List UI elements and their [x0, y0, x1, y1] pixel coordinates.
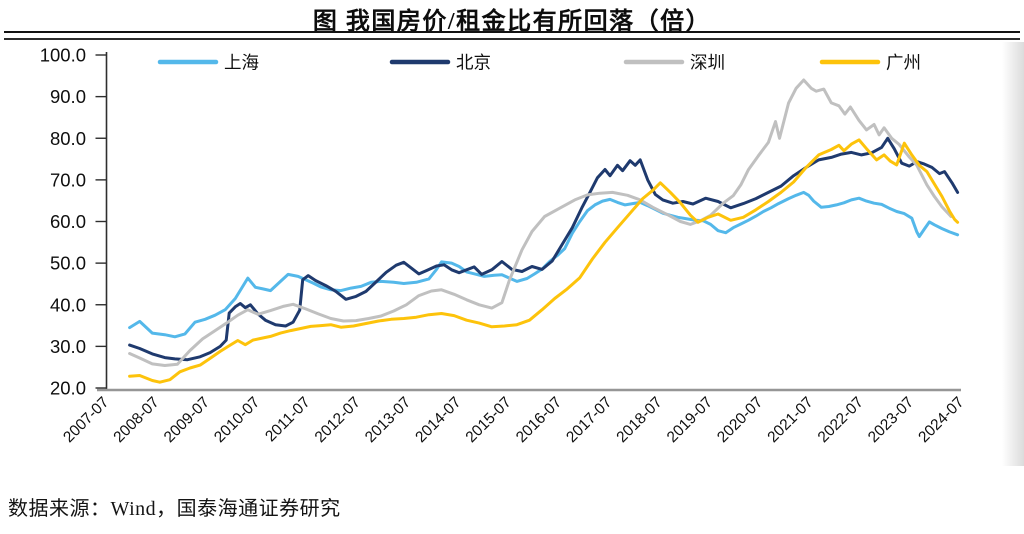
chart-title: 图 我国房价/租金比有所回落（倍） [312, 9, 712, 35]
legend: 上海 北京 深圳 广州 [157, 53, 921, 73]
x-tick-label: 2020-07 [714, 394, 766, 446]
y-tick-label: 80.0 [50, 128, 86, 149]
legend-label-guangzhou: 广州 [886, 53, 921, 73]
legend-label-shenzhen: 深圳 [690, 53, 725, 73]
y-tick-label: 50.0 [50, 253, 86, 274]
x-tick-label: 2009-07 [161, 394, 213, 446]
x-tick-label: 2021-07 [764, 394, 816, 446]
series-line-guangzhou [128, 138, 960, 384]
y-tick-label: 100.0 [40, 45, 86, 66]
x-tick-label: 2018-07 [613, 394, 665, 446]
x-tick-label: 2015-07 [463, 394, 515, 446]
series-line-shenzhen [128, 78, 953, 367]
legend-item-beijing: 北京 [389, 53, 491, 73]
y-tick-label: 90.0 [50, 86, 86, 107]
x-tick-label: 2013-07 [362, 394, 414, 446]
source-note: 数据来源：Wind，国泰海通证券研究 [8, 498, 341, 520]
x-tick-label: 2016-07 [513, 394, 565, 446]
y-tick-label: 70.0 [50, 169, 86, 190]
x-tick-label: 2019-07 [664, 394, 716, 446]
x-tick-label: 2022-07 [815, 394, 867, 446]
x-tick-label: 2017-07 [563, 394, 615, 446]
x-tick-label: 2014-07 [412, 394, 464, 446]
x-tick-label: 2011-07 [262, 394, 313, 445]
y-axis-ticks: 20.0 30.0 40.0 50.0 60.0 70.0 80.0 90.0 100.0 [40, 45, 107, 399]
legend-label-beijing: 北京 [456, 53, 491, 73]
legend-item-shenzhen: 深圳 [623, 53, 725, 73]
y-tick-label: 60.0 [50, 211, 86, 232]
legend-item-guangzhou: 广州 [819, 53, 921, 73]
legend-label-shanghai: 上海 [224, 53, 259, 73]
x-axis-ticks: 2007-072008-072009-072010-072011-072012-… [60, 394, 967, 446]
x-tick-label: 2024-07 [915, 394, 967, 446]
x-tick-label: 2023-07 [865, 394, 917, 446]
x-tick-label: 2007-07 [60, 394, 112, 446]
y-tick-label: 30.0 [50, 336, 86, 357]
series-lines [128, 78, 960, 384]
x-tick-label: 2008-07 [110, 394, 162, 446]
legend-item-shanghai: 上海 [157, 53, 259, 73]
series-line-beijing [128, 136, 960, 362]
x-tick-label: 2012-07 [312, 394, 364, 446]
y-tick-label: 20.0 [50, 378, 86, 399]
photo-edge-shadow [1002, 42, 1024, 466]
x-tick-label: 2010-07 [211, 394, 263, 446]
title-divider [4, 31, 1020, 40]
series-line-shanghai [128, 190, 960, 339]
y-tick-label: 40.0 [50, 294, 86, 315]
